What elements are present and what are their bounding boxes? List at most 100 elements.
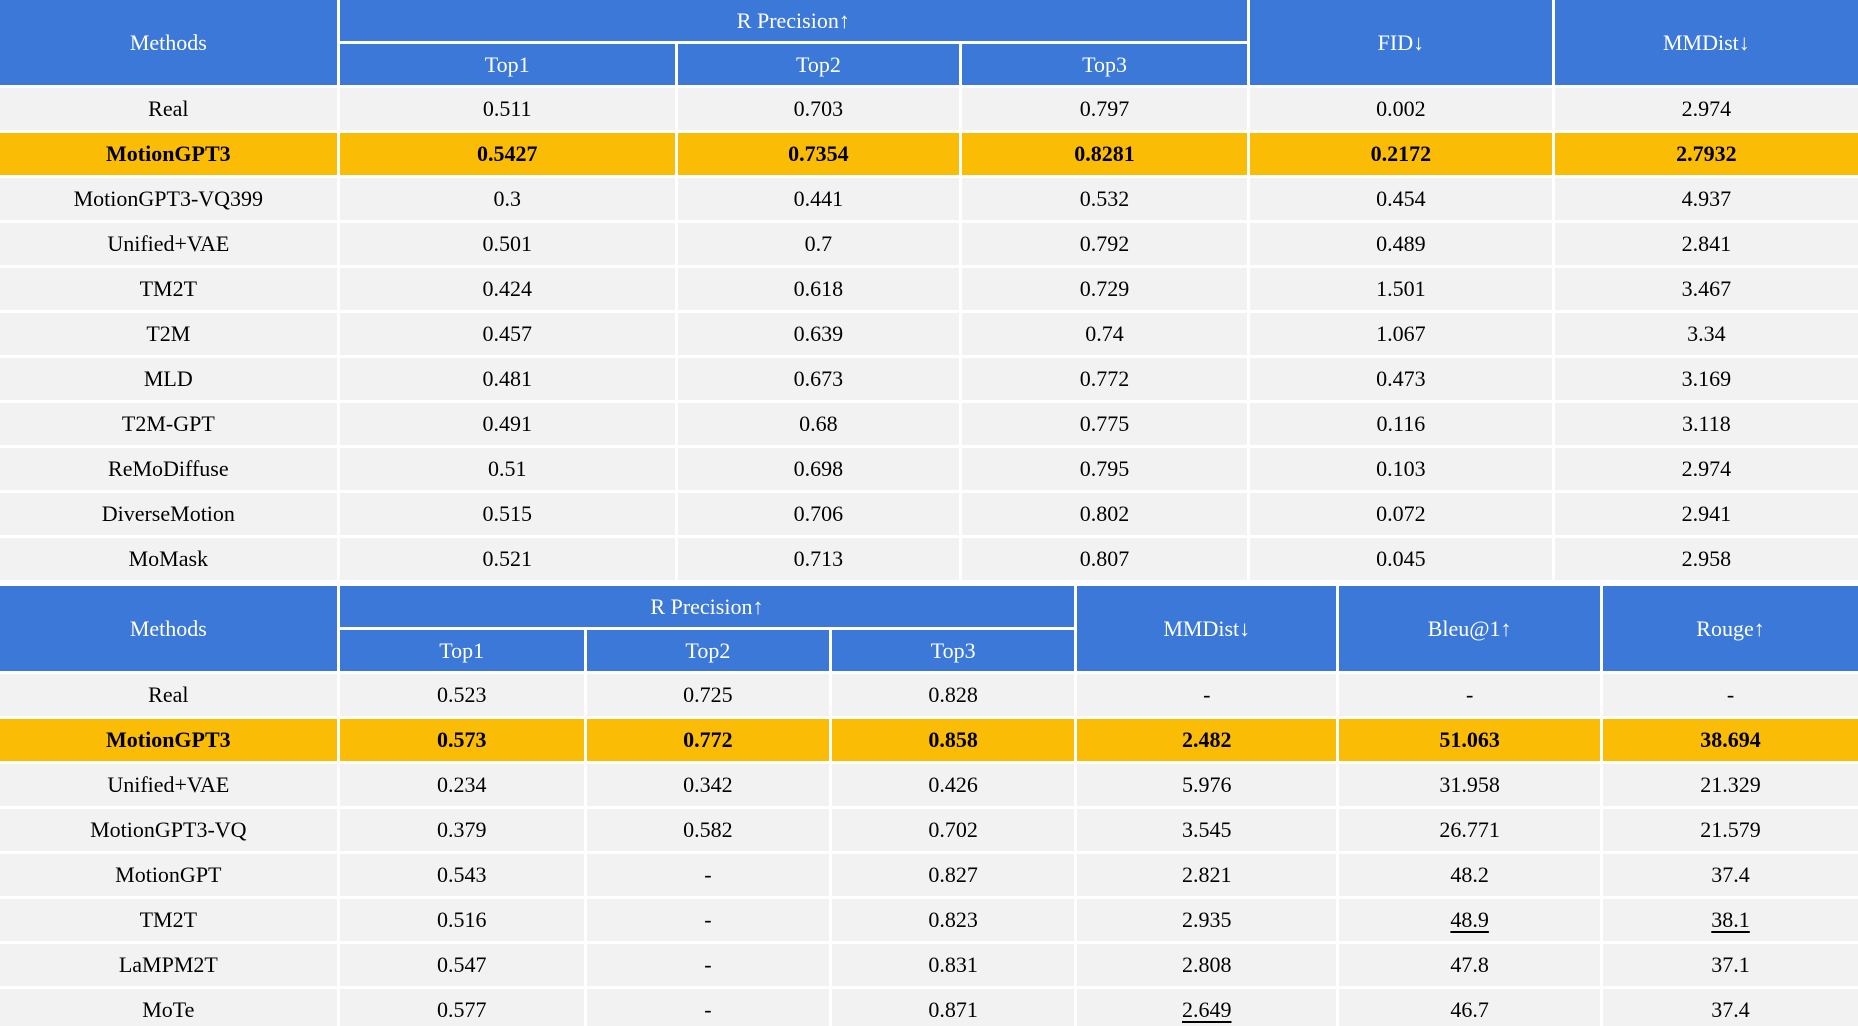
method-name-cell: MotionGPT3-VQ <box>0 806 340 854</box>
metric-value-cell: 37.1 <box>1600 941 1858 989</box>
metric-value-cell: 0.858 <box>828 716 1078 764</box>
metric-value-cell: 0.775 <box>959 400 1251 448</box>
method-name-cell: Real <box>0 671 340 719</box>
method-name-cell: MotionGPT <box>0 851 340 899</box>
underlined-metric-value: 38.1 <box>1711 907 1750 932</box>
table2-header-methods: Methods <box>0 583 340 674</box>
table2-header-top3: Top3 <box>828 627 1076 674</box>
metric-value-cell: 0.827 <box>828 851 1078 899</box>
method-name-cell: Real <box>0 85 340 133</box>
method-row: MoMask 0.521 0.713 0.807 0.045 2.958 <box>0 535 1858 583</box>
metric-value-cell: 0.515 <box>336 490 678 538</box>
metric-value-cell: 0.823 <box>828 896 1078 944</box>
table2-body: Real 0.523 0.725 0.828- - - MotionGPT3 0.573 0.7… <box>0 671 1858 1026</box>
metric-value-cell: 46.7 <box>1336 986 1604 1026</box>
method-row: MotionGPT3-VQ399 0.3 0.441 0.532 0.454 4.937 <box>0 175 1858 223</box>
table1-header-r-precision: R Precision↑ <box>336 0 1251 44</box>
metric-value-cell: 0.74 <box>959 310 1251 358</box>
method-row: T2M-GPT 0.491 0.68 0.775 0.116 3.118 <box>0 400 1858 448</box>
metric-value-cell: 2.649 <box>1074 986 1340 1026</box>
metric-value-cell: 2.958 <box>1551 535 1858 583</box>
metric-value-cell: 2.935 <box>1074 896 1340 944</box>
underlined-metric-value: 2.649 <box>1181 997 1232 1022</box>
table2-header-top1: Top1 <box>338 627 587 674</box>
method-row: MoTe 0.577-0.871 2.649 46.7 37.4 <box>0 986 1858 1026</box>
metric-value-cell: 0.072 <box>1247 490 1555 538</box>
metric-value-cell: - <box>1074 671 1340 719</box>
metric-value-cell: 31.958 <box>1336 761 1604 809</box>
metric-value-cell: 0.8281 <box>959 130 1251 178</box>
metric-value-cell: 2.941 <box>1551 490 1858 538</box>
metric-value-cell: 0.7354 <box>674 130 963 178</box>
metric-value-cell: 0.103 <box>1247 445 1555 493</box>
metric-value-cell: 0.795 <box>959 445 1251 493</box>
method-name-cell: ReMoDiffuse <box>0 445 340 493</box>
metric-value-cell: - <box>1600 671 1858 719</box>
metric-value-cell: 1.501 <box>1247 265 1555 313</box>
method-row: Real 0.511 0.703 0.797 0.002 2.974 <box>0 85 1858 133</box>
metric-value-cell: 3.545 <box>1074 806 1340 854</box>
metric-value-cell: 0.831 <box>828 941 1078 989</box>
metric-value-cell: 0.706 <box>674 490 963 538</box>
method-row: DiverseMotion 0.515 0.706 0.802 0.072 2.941 <box>0 490 1858 538</box>
metric-value-cell: 47.8 <box>1336 941 1604 989</box>
metric-value-cell: 0.729 <box>959 265 1251 313</box>
method-name-cell: DiverseMotion <box>0 490 340 538</box>
metric-value-cell: - <box>1336 671 1604 719</box>
metric-value-cell: 0.792 <box>959 220 1251 268</box>
method-name-cell: Unified+VAE <box>0 761 340 809</box>
metric-value-cell: 0.342 <box>583 761 833 809</box>
method-row: TM2T 0.516-0.823 2.935 48.9 38.1 <box>0 896 1858 944</box>
metric-value-cell: 0.7 <box>674 220 963 268</box>
metric-value-cell: 0.828 <box>828 671 1078 719</box>
metric-value-cell: 0.802 <box>959 490 1251 538</box>
metric-value-cell: 0.797 <box>959 85 1251 133</box>
method-row: MotionGPT 0.543-0.827 2.821 48.2 37.4 <box>0 851 1858 899</box>
metric-value-cell: 37.4 <box>1600 986 1858 1026</box>
metric-value-cell: 0.673 <box>674 355 963 403</box>
metric-value-cell: 5.976 <box>1074 761 1340 809</box>
metric-value-cell: 2.821 <box>1074 851 1340 899</box>
table2-header-rouge: Rouge↑ <box>1600 583 1858 674</box>
highlighted-method-row: MotionGPT3 0.5427 0.7354 0.8281 0.2172 2.7932 <box>0 130 1858 178</box>
metric-value-cell: 37.4 <box>1600 851 1858 899</box>
method-name-cell: T2M-GPT <box>0 400 340 448</box>
metric-value-cell: 1.067 <box>1247 310 1555 358</box>
metric-value-cell: - <box>583 986 833 1026</box>
metric-value-cell: 0.491 <box>336 400 678 448</box>
metric-value-cell: 38.1 <box>1600 896 1858 944</box>
method-row: Unified+VAE 0.501 0.7 0.792 0.489 2.841 <box>0 220 1858 268</box>
metric-value-cell: 0.573 <box>336 716 587 764</box>
method-row: ReMoDiffuse 0.51 0.698 0.795 0.103 2.974 <box>0 445 1858 493</box>
method-name-cell: MotionGPT3 <box>0 716 340 764</box>
metric-value-cell: - <box>583 851 833 899</box>
metric-value-cell: 38.694 <box>1600 716 1858 764</box>
text-to-motion-results-table: Methods R Precision↑ FID↓ MMDist↓ Top1 T… <box>0 0 1858 583</box>
method-name-cell: Unified+VAE <box>0 220 340 268</box>
metric-value-cell: 4.937 <box>1551 175 1858 223</box>
metric-value-cell: 0.51 <box>336 445 678 493</box>
method-name-cell: T2M <box>0 310 340 358</box>
metric-value-cell: 0.426 <box>828 761 1078 809</box>
metric-value-cell: 0.68 <box>674 400 963 448</box>
metric-value-cell: 48.9 <box>1336 896 1604 944</box>
metric-value-cell: 0.002 <box>1247 85 1555 133</box>
method-row: TM2T 0.424 0.618 0.729 1.501 3.467 <box>0 265 1858 313</box>
metric-value-cell: 26.771 <box>1336 806 1604 854</box>
table1-header-methods: Methods <box>0 0 340 88</box>
method-row: Unified+VAE 0.234 0.342 0.426 5.976 31.958 21.… <box>0 761 1858 809</box>
metric-value-cell: 0.473 <box>1247 355 1555 403</box>
metric-value-cell: 0.441 <box>674 175 963 223</box>
table1-header: Methods R Precision↑ FID↓ MMDist↓ Top1 T… <box>0 0 1858 88</box>
table1-header-top3: Top3 <box>959 41 1249 88</box>
metric-value-cell: 3.118 <box>1551 400 1858 448</box>
metric-value-cell: 0.481 <box>336 355 678 403</box>
metric-value-cell: 48.2 <box>1336 851 1604 899</box>
table1-header-fid: FID↓ <box>1247 0 1555 88</box>
metric-value-cell: 21.329 <box>1600 761 1858 809</box>
table2-header-top2: Top2 <box>583 627 833 674</box>
metric-value-cell: 0.2172 <box>1247 130 1555 178</box>
metric-value-cell: 0.454 <box>1247 175 1555 223</box>
metric-value-cell: 0.511 <box>336 85 678 133</box>
